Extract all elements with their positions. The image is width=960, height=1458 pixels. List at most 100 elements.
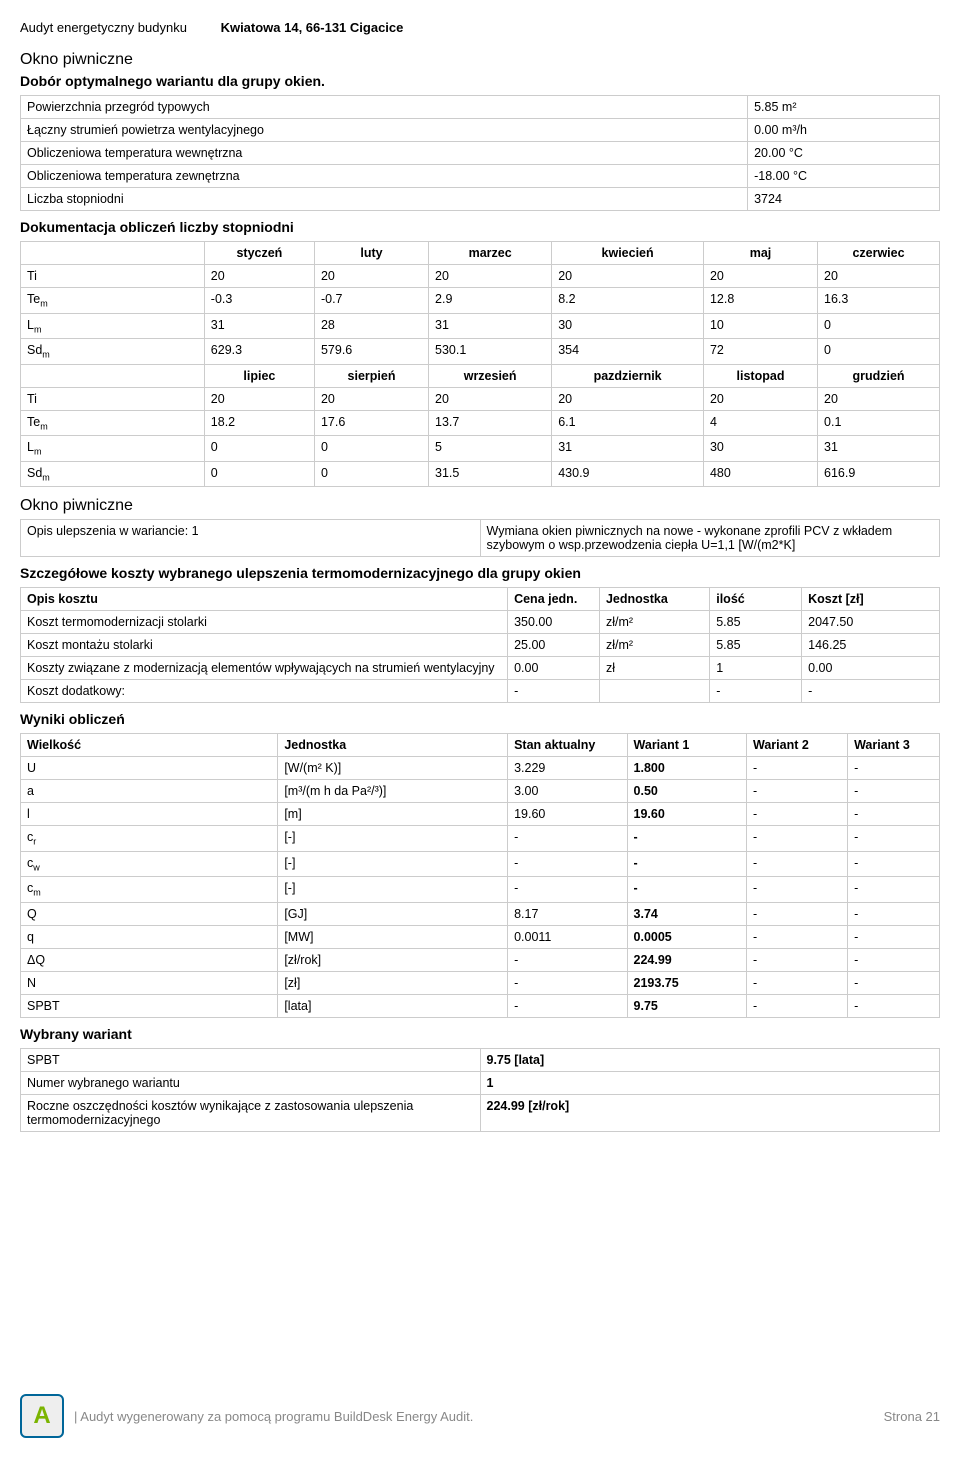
value-cell: 17.6 (314, 410, 428, 436)
value-cell: 30 (703, 436, 817, 462)
variant1-cell: 9.75 (627, 994, 746, 1017)
costs-header: Cena jedn. (508, 588, 600, 611)
variant2-cell: - (747, 948, 848, 971)
cost-cell: Koszt dodatkowy: (21, 680, 508, 703)
actual-cell: - (508, 994, 627, 1017)
table-row: Obliczeniowa temperatura zewnętrzna-18.0… (21, 165, 940, 188)
cost-cell: 146.25 (802, 634, 940, 657)
value-cell: 20 (703, 265, 817, 288)
qty-cell: cm (21, 877, 278, 903)
value-cell: 31 (429, 313, 552, 339)
variant2-cell: - (747, 877, 848, 903)
costs-header: ilość (710, 588, 802, 611)
params-table: Powierzchnia przegród typowych5.85 m²Łąc… (20, 95, 940, 211)
qty-cell: l (21, 803, 278, 826)
value-cell: 20 (429, 265, 552, 288)
footer-logo-icon: A (20, 1394, 64, 1438)
variant1-cell: - (627, 851, 746, 877)
results-title: Wyniki obliczeń (20, 711, 940, 727)
table-row: Roczne oszczędności kosztów wynikające z… (21, 1094, 940, 1131)
table-row: Koszty związane z modernizacją elementów… (21, 657, 940, 680)
qty-cell: Q (21, 902, 278, 925)
qty-cell: q (21, 925, 278, 948)
footer-page: Strona 21 (884, 1409, 940, 1424)
results-header: Jednostka (278, 734, 508, 757)
table-row: cw[-]---- (21, 851, 940, 877)
value-cell: 20 (818, 387, 940, 410)
variant2-cell: - (747, 803, 848, 826)
page-footer: A | Audyt wygenerowany za pomocą program… (20, 1394, 940, 1438)
value-cell: 20 (314, 265, 428, 288)
value-cell: 20 (204, 387, 314, 410)
month-header: luty (314, 242, 428, 265)
variant1-cell: 1.800 (627, 757, 746, 780)
actual-cell: - (508, 826, 627, 852)
value-cell: 31 (204, 313, 314, 339)
cost-cell: - (508, 680, 600, 703)
variant2-cell: - (747, 757, 848, 780)
month-header: pazdziernik (552, 364, 704, 387)
header-address: Kwiatowa 14, 66-131 Cigacice (221, 20, 404, 35)
table-row: ΔQ[zł/rok]-224.99-- (21, 948, 940, 971)
param-key: Liczba stopniodni (21, 188, 748, 211)
value-cell: 18.2 (204, 410, 314, 436)
opis-label: Opis ulepszenia w wariancie: 1 (21, 520, 481, 557)
value-cell: 2.9 (429, 288, 552, 314)
table-row: q[MW]0.00110.0005-- (21, 925, 940, 948)
table-row: Koszt dodatkowy:--- (21, 680, 940, 703)
cost-cell: zł/m² (599, 611, 709, 634)
value-cell: 20 (552, 387, 704, 410)
unit-cell: [MW] (278, 925, 508, 948)
unit-cell: [m³/(m h da Pa²/³)] (278, 780, 508, 803)
cost-cell: 5.85 (710, 611, 802, 634)
table-row: Koszt termomodernizacji stolarki350.00zł… (21, 611, 940, 634)
unit-cell: [-] (278, 877, 508, 903)
actual-cell: - (508, 971, 627, 994)
table-row: Ti202020202020 (21, 265, 940, 288)
actual-cell: 8.17 (508, 902, 627, 925)
value-cell: 30 (552, 313, 704, 339)
value-cell: 12.8 (703, 288, 817, 314)
value-cell: 20 (429, 387, 552, 410)
value-cell: 480 (703, 461, 817, 487)
table-row: Lm005313031 (21, 436, 940, 462)
value-cell: 0 (204, 436, 314, 462)
variant2-cell: - (747, 780, 848, 803)
value-cell: 5 (429, 436, 552, 462)
costs-table: Opis kosztuCena jedn.JednostkailośćKoszt… (20, 587, 940, 703)
variant3-cell: - (848, 826, 940, 852)
qty-cell: U (21, 757, 278, 780)
actual-cell: - (508, 877, 627, 903)
variant3-cell: - (848, 851, 940, 877)
param-key: Obliczeniowa temperatura wewnętrzna (21, 142, 748, 165)
value-cell: -0.7 (314, 288, 428, 314)
variant3-cell: - (848, 757, 940, 780)
document-header: Audyt energetyczny budynku Kwiatowa 14, … (20, 20, 940, 35)
row-label: Ti (21, 387, 205, 410)
value-cell: 20 (314, 387, 428, 410)
param-key: Obliczeniowa temperatura zewnętrzna (21, 165, 748, 188)
qty-cell: cw (21, 851, 278, 877)
value-cell: 354 (552, 339, 704, 365)
costs-header: Opis kosztu (21, 588, 508, 611)
value-cell: 72 (703, 339, 817, 365)
qty-cell: SPBT (21, 994, 278, 1017)
unit-cell: [m] (278, 803, 508, 826)
variant3-cell: - (848, 971, 940, 994)
results-table: WielkośćJednostkaStan aktualnyWariant 1W… (20, 733, 940, 1018)
variant1-cell: 0.50 (627, 780, 746, 803)
unit-cell: [-] (278, 826, 508, 852)
actual-cell: 3.00 (508, 780, 627, 803)
month-header: lipiec (204, 364, 314, 387)
row-label-header (21, 364, 205, 387)
table-row: N[zł]-2193.75-- (21, 971, 940, 994)
unit-cell: [lata] (278, 994, 508, 1017)
variant-key: Roczne oszczędności kosztów wynikające z… (21, 1094, 481, 1131)
variant-key: Numer wybranego wariantu (21, 1071, 481, 1094)
param-key: Łączny strumień powietrza wentylacyjnego (21, 119, 748, 142)
table-row: cm[-]---- (21, 877, 940, 903)
cost-cell: 5.85 (710, 634, 802, 657)
results-header: Wariant 1 (627, 734, 746, 757)
table-row: a[m³/(m h da Pa²/³)]3.000.50-- (21, 780, 940, 803)
value-cell: 28 (314, 313, 428, 339)
